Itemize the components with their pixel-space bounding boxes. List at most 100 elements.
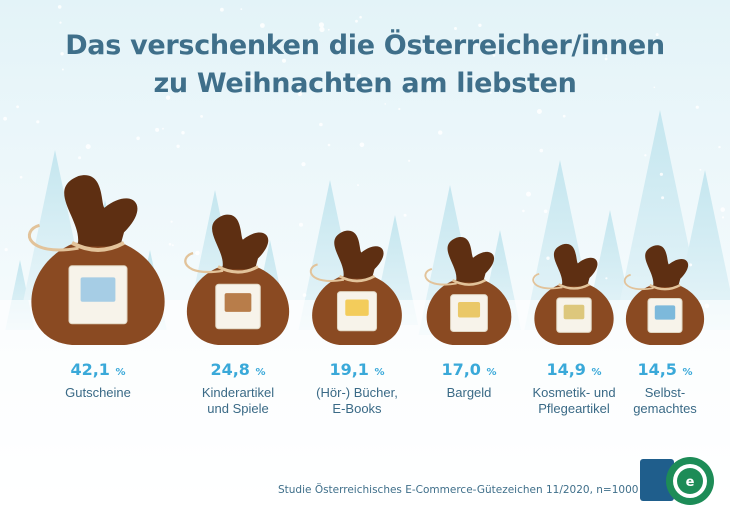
rope	[71, 241, 125, 252]
snowflake	[605, 54, 608, 57]
snowflake	[536, 109, 542, 114]
snowflake	[61, 68, 64, 71]
snowflake	[721, 216, 725, 219]
category-name: Bargeld	[446, 385, 492, 400]
source-note: Studie Österreichisches E-Commerce-Gütez…	[278, 484, 639, 496]
snowflake	[57, 5, 62, 9]
value-label: 24,8 %	[210, 360, 266, 379]
snowflake	[355, 19, 358, 23]
snowflake	[327, 143, 331, 147]
rope-end	[424, 268, 457, 286]
rope-end	[309, 263, 345, 282]
snowflake	[454, 27, 457, 30]
snowflake	[282, 58, 286, 63]
snowflake	[535, 85, 541, 91]
snowflake	[653, 86, 656, 89]
value-label: 14,5 %	[637, 360, 693, 379]
snowflake	[604, 57, 608, 61]
value-label: 17,0 %	[441, 360, 497, 379]
category-name: Gutscheine	[65, 385, 131, 400]
bag-cosmetics	[532, 243, 614, 345]
snowflake	[59, 21, 62, 24]
snowflake	[4, 248, 8, 252]
snowflake	[543, 209, 548, 214]
snowflake	[492, 54, 496, 57]
snowflake	[200, 115, 204, 118]
icon-glyph	[80, 277, 116, 302]
unit-label: %	[682, 367, 693, 378]
category-name: (Hör-) Bücher, E-Books	[316, 385, 398, 416]
unit-label: %	[486, 367, 497, 378]
value-label: 19,1 %	[329, 360, 385, 379]
snowflake	[605, 277, 608, 280]
snowflake	[539, 148, 544, 153]
unit-label: %	[255, 367, 266, 378]
snowflake	[359, 15, 362, 19]
bag-neck	[334, 230, 384, 279]
bag-chart	[27, 175, 705, 345]
snowflake	[16, 105, 19, 109]
snowflake	[659, 172, 664, 176]
unit-label: %	[115, 367, 126, 378]
snowflake	[489, 91, 492, 94]
snowflake	[475, 43, 478, 47]
snowflake	[36, 120, 40, 124]
icon-glyph	[224, 293, 252, 312]
snowflake	[357, 184, 359, 187]
snowflake	[562, 114, 566, 118]
snowflake	[689, 263, 693, 267]
snowflake	[176, 144, 180, 148]
unit-label: %	[591, 367, 602, 378]
snowflake	[695, 105, 699, 109]
snowflake	[522, 209, 525, 213]
snowflake	[302, 293, 307, 297]
guetezeichen-logo: e	[640, 457, 714, 505]
snowflake	[357, 74, 362, 78]
bag-money	[424, 237, 512, 345]
category-label: 19,1 % (Hör-) Bücher, E-Books	[287, 360, 427, 417]
bag-knitting	[623, 245, 705, 345]
snowflake	[438, 130, 443, 135]
icon-glyph	[345, 299, 369, 316]
svg-text:e: e	[686, 475, 695, 490]
snowflake	[319, 26, 325, 33]
unit-label: %	[374, 367, 385, 378]
snowflake	[655, 33, 659, 37]
rope-end	[184, 252, 224, 274]
snowflake	[340, 39, 345, 44]
snowflake	[171, 244, 174, 247]
value-label: 14,9 %	[546, 360, 602, 379]
rope-end	[27, 223, 79, 252]
snowflake	[85, 144, 91, 150]
snowflake	[408, 159, 411, 162]
bag-neck	[212, 214, 269, 270]
snowflake	[170, 220, 173, 223]
rope	[217, 265, 259, 274]
bag-neck	[64, 175, 138, 247]
snowflake	[19, 175, 23, 179]
snowflake	[60, 52, 64, 56]
snowflake	[318, 22, 324, 28]
rope	[451, 279, 487, 286]
category-label: 24,8 % Kinderartikel und Spiele	[168, 360, 308, 417]
snowflake	[181, 131, 185, 135]
snowflake	[403, 213, 407, 217]
snowflake	[718, 145, 721, 149]
snowflake	[720, 207, 725, 212]
title-line-2: zu Weihnachten am liebsten	[153, 68, 577, 99]
snowflake	[220, 7, 224, 12]
category-name: Kosmetik- und Pflegeartikel	[532, 385, 616, 416]
snowflake	[359, 142, 365, 148]
bag-voucher	[27, 175, 165, 345]
category-label: 42,1 % Gutscheine	[28, 360, 168, 401]
snowflake	[699, 168, 702, 171]
category-name: Kinderartikel und Spiele	[201, 385, 275, 416]
rope-end	[623, 273, 654, 291]
bag-neck	[553, 243, 598, 287]
snowflake	[526, 191, 531, 197]
bag-teddy-bear	[184, 214, 290, 345]
snowflake	[99, 53, 101, 56]
snowflake	[249, 74, 254, 79]
snowflake	[136, 136, 140, 141]
category-label: 17,0 % Bargeld	[399, 360, 539, 401]
